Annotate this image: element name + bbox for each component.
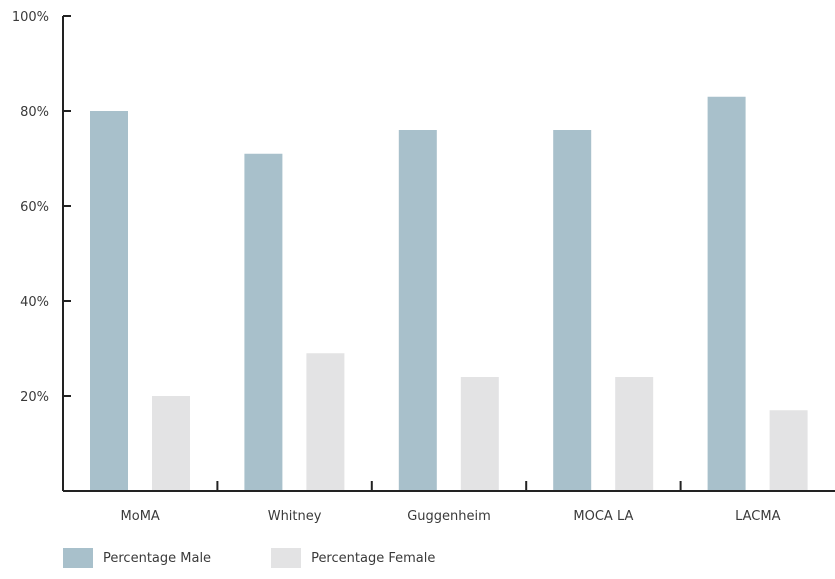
- bar-male-guggenheim: [398, 130, 437, 491]
- x-category-label: Whitney: [268, 509, 322, 524]
- y-tick-label: 40%: [20, 295, 49, 310]
- legend-label-male: Percentage Male: [103, 550, 212, 566]
- x-category-label: MOCA LA: [573, 509, 633, 524]
- legend-label-female: Percentage Female: [311, 550, 436, 566]
- bar-female-lacma: [769, 410, 808, 491]
- bar-male-moca-la: [553, 130, 592, 491]
- legend-item-male: Percentage Male: [63, 548, 211, 568]
- bar-female-guggenheim: [460, 377, 499, 491]
- bar-female-moma: [152, 396, 190, 491]
- bar-male-lacma: [707, 96, 746, 491]
- legend-item-female: Percentage Female: [271, 548, 435, 568]
- y-tick-label: 20%: [20, 390, 49, 405]
- y-tick-label: 60%: [20, 200, 49, 215]
- x-category-label: MoMA: [121, 509, 160, 524]
- bar-female-moca-la: [615, 377, 654, 491]
- bar-chart: 20% 40% 60% 80% 100% MoMA Whitney Guggenheim MOC…: [12, 10, 835, 524]
- legend-swatch-male: [63, 548, 93, 568]
- legend-swatch-female: [271, 548, 302, 568]
- bar-male-moma: [90, 111, 128, 491]
- x-category-label: LACMA: [735, 509, 780, 524]
- bar-female-whitney: [306, 353, 345, 491]
- bar-male-whitney: [244, 153, 283, 491]
- x-category-label: Guggenheim: [407, 509, 491, 524]
- y-tick-label: 80%: [20, 105, 49, 120]
- y-tick-label: 100%: [12, 10, 49, 25]
- legend: Percentage Male Percentage Female: [63, 548, 495, 568]
